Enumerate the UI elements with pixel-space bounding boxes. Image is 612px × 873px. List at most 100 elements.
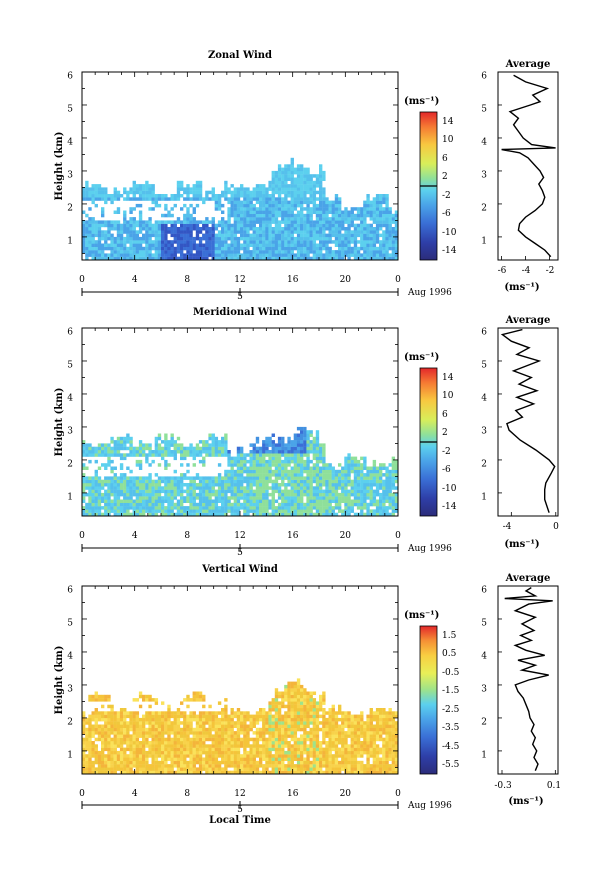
heatmap-cell [306,246,310,251]
heatmap-cell [341,217,345,221]
heatmap-cell [379,203,383,208]
heatmap-cell [303,453,307,457]
heatmap-cell [366,476,370,480]
heatmap-cell [246,737,250,742]
heatmap-cell [246,483,250,487]
heatmap-cell [246,473,250,477]
heatmap-cell [394,233,399,238]
heatmap-cell [101,197,105,201]
heatmap-cell [243,246,247,251]
heatmap-cell [243,747,247,752]
heatmap-cell [224,496,228,500]
heatmap-cell [192,760,196,765]
heatmap-cell [170,506,174,510]
heatmap-cell [360,207,364,211]
heatmap-cell [312,473,317,477]
heatmap-cell [161,509,165,513]
heatmap-cell [334,250,339,254]
heatmap-cell [113,734,117,738]
heatmap-cell [281,180,285,185]
heatmap-cell [173,512,177,517]
heatmap-cell [296,456,301,461]
heatmap-cell [252,203,256,208]
heatmap-cell [142,747,146,752]
heatmap-cell [208,250,212,254]
heatmap-cell [338,499,342,503]
heatmap-cell [221,711,225,715]
heatmap-cell [214,440,219,444]
heatmap-cell [135,459,140,464]
heatmap-cell [224,223,228,228]
heatmap-cell [255,737,260,742]
heatmap-cell [265,502,269,507]
heatmap-cell [353,473,358,477]
heatmap-cell [344,220,348,224]
heatmap-cell [205,489,209,494]
heatmap-cell [104,506,108,510]
heatmap-cell [195,203,200,208]
heatmap-cell [208,253,212,257]
heatmap-cell [221,741,225,745]
heatmap-cell [255,190,260,195]
heatmap-cell [195,757,200,761]
heatmap-cell [116,197,121,201]
heatmap-cell [135,250,140,254]
heatmap-cell [309,496,313,500]
heatmap-cell [217,220,222,224]
heatmap-cell [132,233,136,238]
heatmap-cell [88,250,92,254]
heatmap-cell [145,714,149,719]
heatmap-cell [334,220,339,224]
heatmap-cell [328,246,332,251]
heatmap-cell [214,711,219,715]
heatmap-cell [372,236,377,241]
heatmap-cell [240,721,244,725]
heatmap-cell [202,757,206,761]
heatmap-cell [255,194,260,198]
heatmap-cell [350,246,354,251]
heatmap-cell [208,230,212,234]
heatmap-cell [82,711,86,715]
heatmap-cell [195,486,200,490]
heatmap-cell [91,200,95,205]
heatmap-cell [107,737,111,742]
heatmap-cell [379,213,383,218]
heatmap-cell [110,711,114,715]
heatmap-cell [167,463,171,467]
heatmap-cell [243,197,247,201]
heatmap-cell [262,220,266,224]
heatmap-cell [145,734,149,738]
heatmap-cell [195,197,200,201]
heatmap-cell [322,240,326,244]
heatmap-cell [91,220,95,224]
heatmap-cell [363,227,367,231]
heatmap-cell [88,506,92,510]
heatmap-cell [366,194,370,198]
heatmap-cell [101,731,105,735]
heatmap-cell [94,476,98,480]
heatmap-cell [198,450,203,454]
heatmap-cell [101,450,105,454]
heatmap-cell [233,227,238,231]
heatmap-cell [388,243,392,247]
heatmap-cell [325,489,329,494]
heatmap-cell [224,190,228,195]
heatmap-cell [91,483,95,487]
heatmap-cell [161,714,165,719]
heatmap-cell [246,230,250,234]
heatmap-cell [135,757,140,761]
heatmap-cell [353,489,358,494]
heatmap-cell [296,220,301,224]
heatmap-cell [328,512,332,517]
heatmap-cell [394,496,399,500]
heatmap-cell [249,207,253,211]
heatmap-cell [135,463,140,467]
heatmap-cell [202,737,206,742]
heatmap-cell [202,750,206,755]
heatmap-cell [142,443,146,447]
heatmap-cell [249,236,253,241]
heatmap-cell [319,512,323,517]
heatmap-cell [85,512,89,517]
heatmap-cell [107,233,111,238]
heatmap-cell [309,512,313,517]
